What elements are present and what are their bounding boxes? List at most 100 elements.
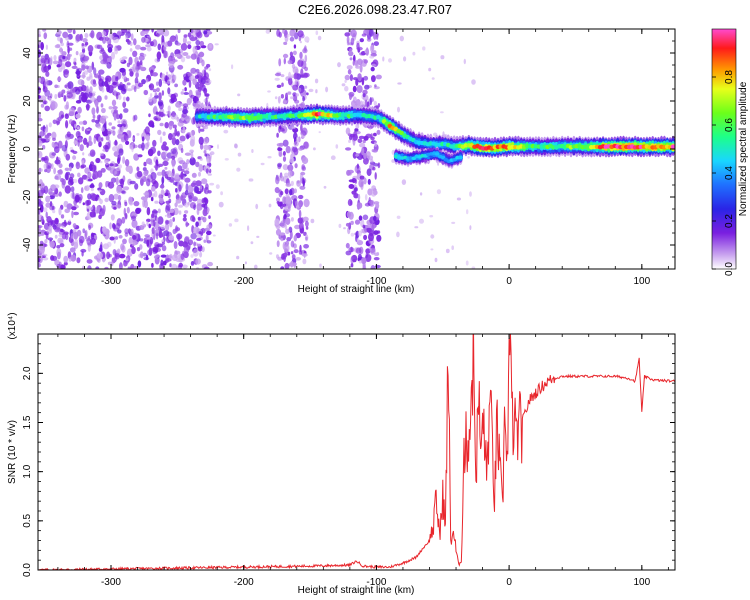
noise-blob <box>152 88 157 93</box>
noise-blob <box>344 74 350 81</box>
noise-blob <box>90 95 95 103</box>
noise-blob <box>164 122 169 129</box>
noise-blob <box>137 260 142 268</box>
noise-blob <box>373 230 379 236</box>
noise-blob <box>184 190 189 196</box>
noise-blob <box>171 111 176 118</box>
noise-blob <box>143 170 149 177</box>
noise-blob <box>205 31 213 35</box>
noise-blob <box>73 211 79 216</box>
noise-speck <box>115 72 118 77</box>
noise-blob <box>299 51 303 60</box>
x-tick-label: -300 <box>101 577 121 588</box>
noise-blob <box>362 214 369 221</box>
noise-blob <box>161 144 167 151</box>
noise-blob <box>165 200 171 204</box>
noise-blob <box>70 87 76 94</box>
noise-blob <box>359 38 364 43</box>
noise-blob <box>53 184 60 189</box>
noise-speck <box>132 137 135 140</box>
y-tick-label: -20 <box>22 189 33 204</box>
noise-blob <box>73 140 78 145</box>
noise-speck <box>165 41 168 47</box>
noise-speck <box>451 221 456 224</box>
noise-blob <box>90 164 97 172</box>
noise-blob <box>106 166 112 171</box>
noise-blob <box>117 157 121 165</box>
noise-blob <box>38 189 44 197</box>
noise-blob <box>99 55 104 61</box>
noise-speck <box>86 184 90 191</box>
noise-speck <box>207 145 211 148</box>
noise-blob <box>362 262 366 269</box>
noise-speck <box>419 218 424 224</box>
noise-speck <box>254 264 258 269</box>
snr-axes: -300 -200 -100 0 100 0.0 0.5 1.0 1.5 2.0 <box>22 334 675 588</box>
noise-blob <box>203 30 208 35</box>
noise-blob <box>112 32 118 37</box>
noise-blob <box>164 219 169 225</box>
snr-series-line <box>38 334 675 570</box>
noise-blob <box>189 149 194 153</box>
noise-speck <box>86 128 91 131</box>
noise-blob <box>48 188 53 196</box>
noise-blob <box>290 260 294 268</box>
noise-blob <box>163 230 170 237</box>
noise-blob <box>115 254 122 258</box>
noise-speck <box>370 158 374 163</box>
noise-speck <box>209 182 215 186</box>
noise-blob <box>38 34 41 38</box>
noise-blob <box>282 128 285 132</box>
noise-blob <box>161 152 166 157</box>
noise-blob <box>151 124 155 128</box>
noise-blob <box>207 261 214 267</box>
noise-blob <box>89 86 93 93</box>
noise-blob <box>188 79 192 88</box>
noise-blob <box>161 176 165 185</box>
noise-blob <box>141 142 145 151</box>
noise-blob <box>45 71 50 77</box>
noise-speck <box>422 46 426 51</box>
spectrogram-plot-area <box>38 29 675 269</box>
noise-blob <box>146 239 150 247</box>
noise-blob <box>296 180 301 187</box>
noise-speck <box>323 185 327 189</box>
noise-speck <box>172 59 176 64</box>
noise-blob <box>151 227 155 235</box>
noise-blob <box>374 172 377 180</box>
noise-blob <box>72 191 75 200</box>
noise-blob <box>91 107 96 116</box>
noise-blob <box>123 108 129 113</box>
noise-blob <box>40 215 44 223</box>
noise-blob <box>161 245 167 252</box>
noise-blob <box>74 239 79 246</box>
noise-blob <box>50 219 54 226</box>
noise-blob <box>158 92 162 101</box>
noise-blob <box>345 222 351 227</box>
noise-blob <box>363 75 369 81</box>
ridge-cell <box>458 155 463 160</box>
noise-blob <box>190 94 196 99</box>
noise-blob <box>129 180 136 185</box>
noise-blob <box>358 135 365 139</box>
ridge-cell <box>440 155 446 160</box>
noise-blob <box>199 82 204 88</box>
noise-blob <box>146 141 150 148</box>
noise-speck <box>159 197 164 204</box>
noise-blob <box>108 122 112 126</box>
noise-blob <box>179 135 186 142</box>
noise-speck <box>237 152 242 157</box>
noise-blob <box>49 201 53 207</box>
noise-blob <box>143 89 149 96</box>
noise-blob <box>192 45 198 55</box>
noise-blob <box>369 44 375 53</box>
noise-blob <box>178 240 185 247</box>
noise-blob <box>63 261 68 266</box>
noise-blob <box>201 246 205 253</box>
noise-blob <box>69 166 72 172</box>
noise-blob <box>196 237 202 241</box>
noise-speck <box>43 207 48 213</box>
noise-blob <box>115 204 122 209</box>
noise-blob <box>112 36 119 44</box>
noise-speck <box>451 245 455 250</box>
